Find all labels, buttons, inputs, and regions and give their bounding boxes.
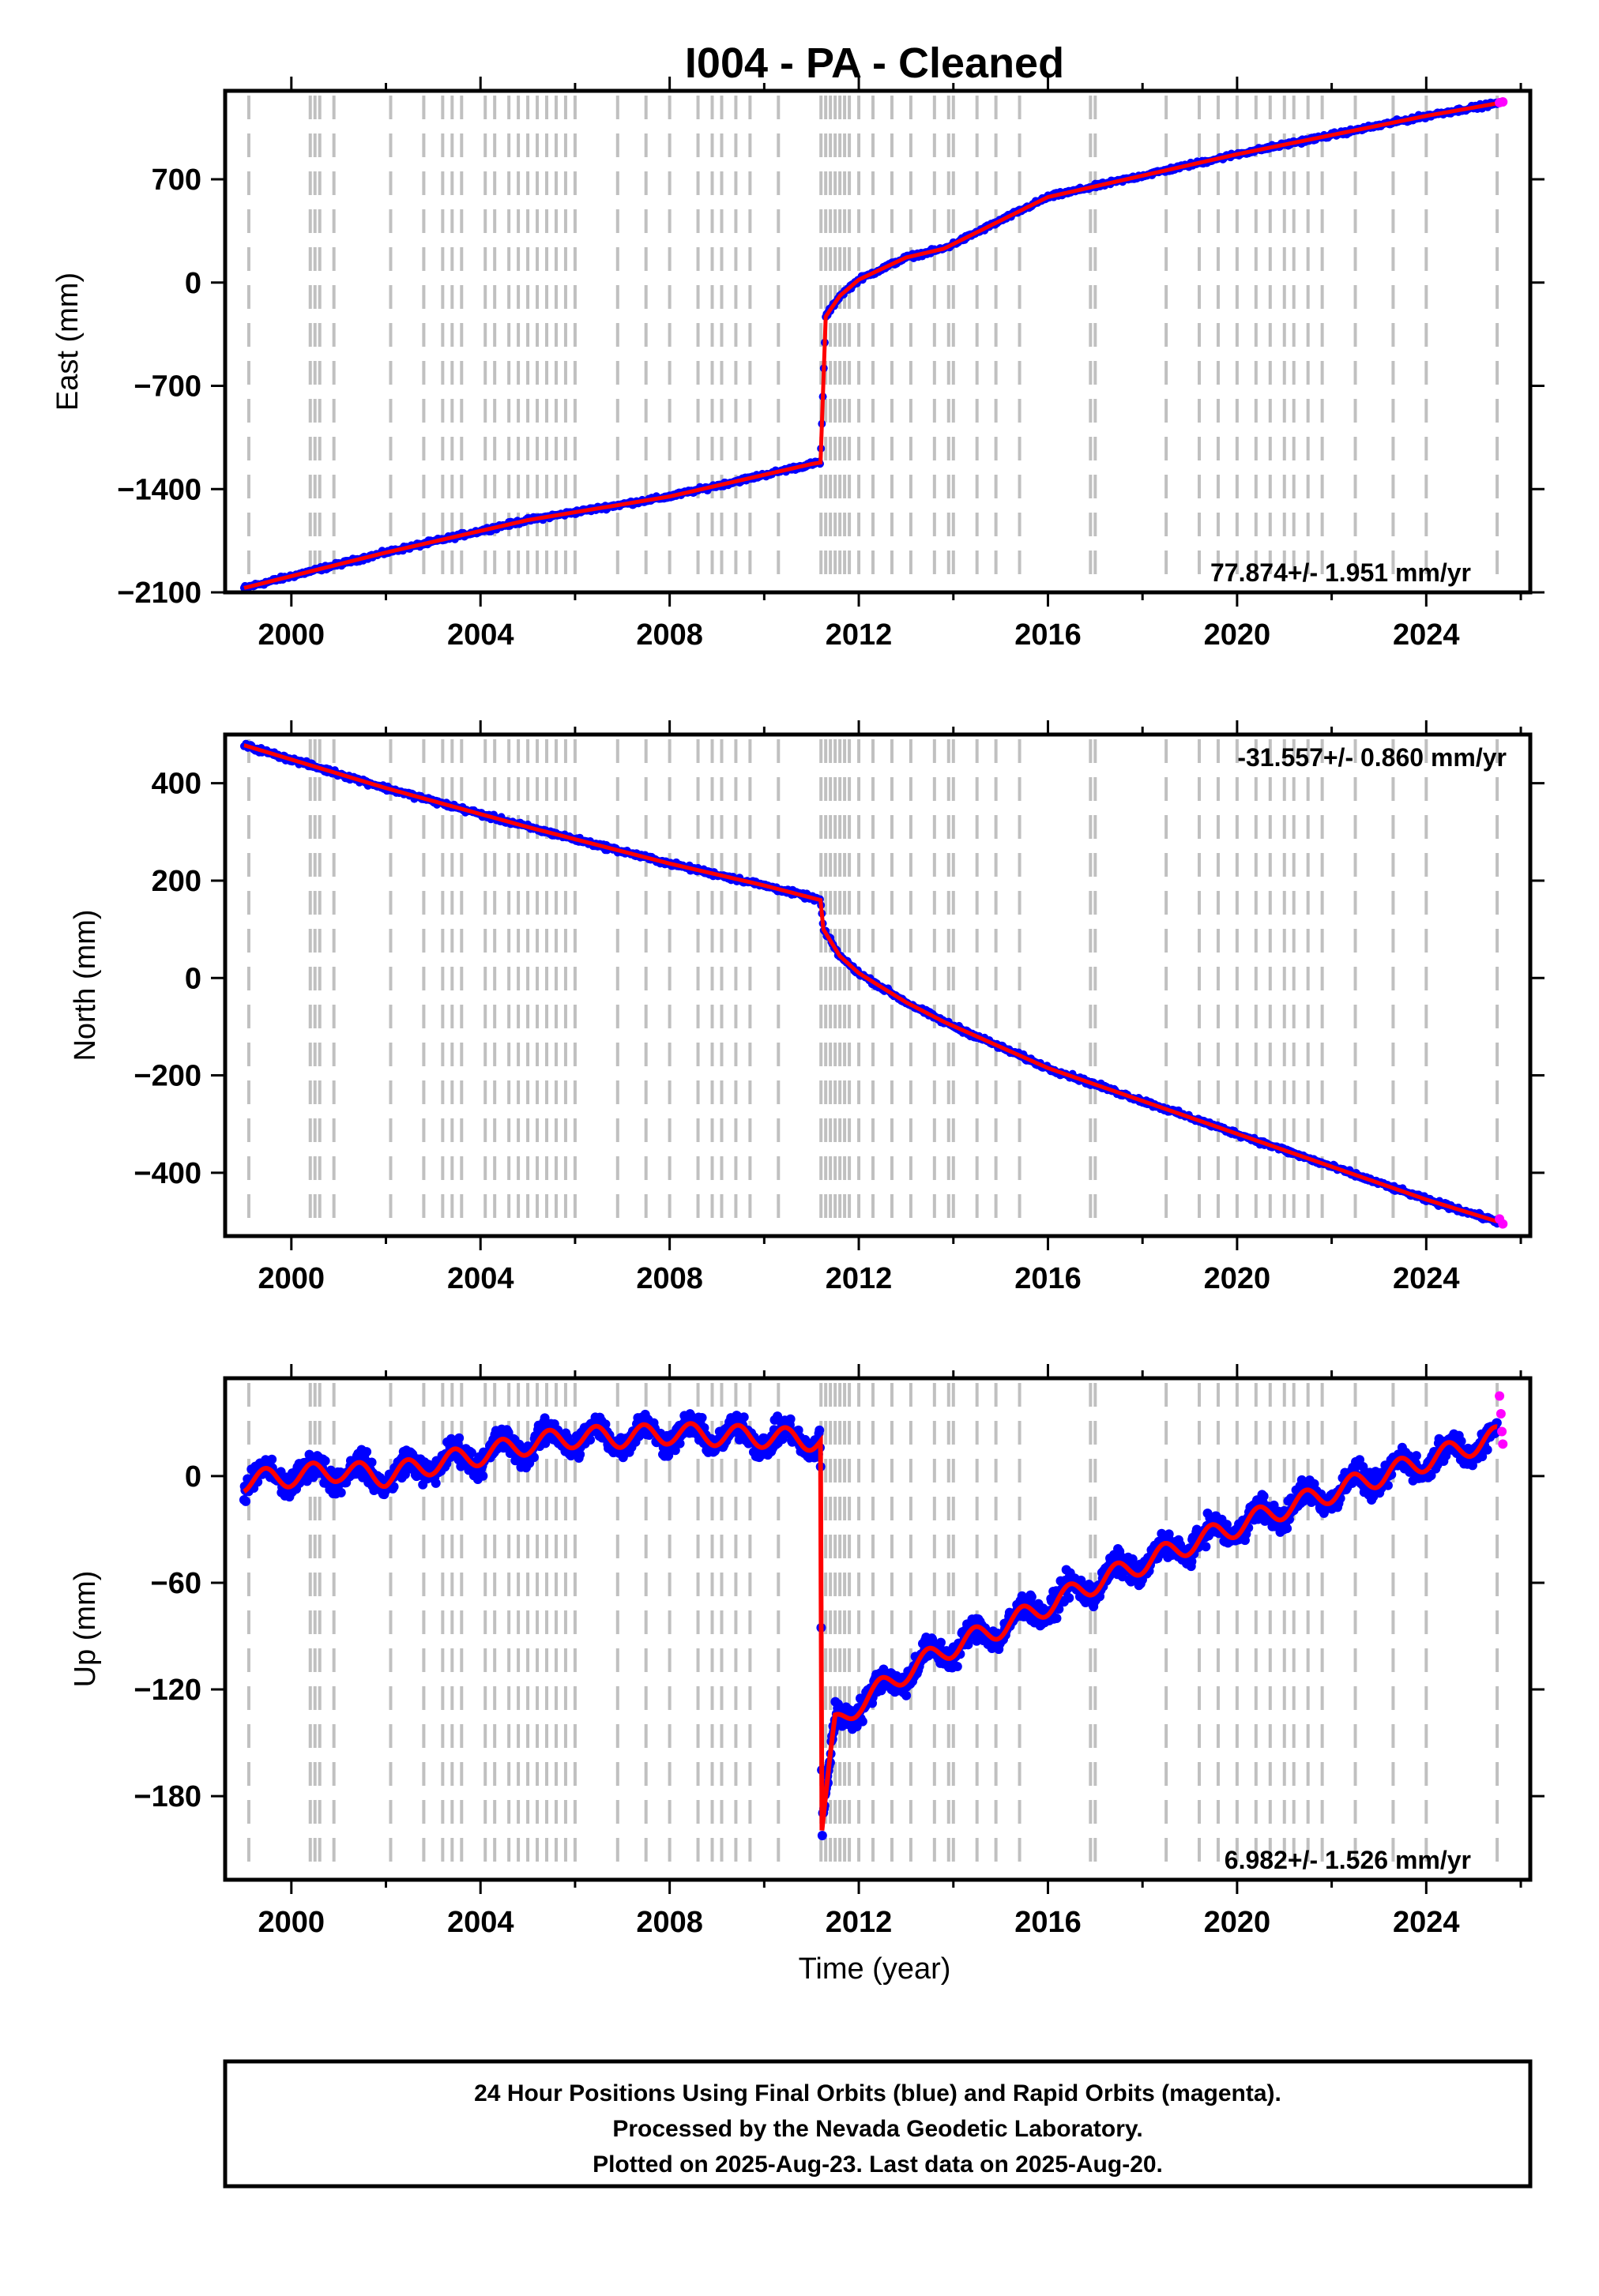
x-tick-label: 2020 [1204, 1262, 1271, 1295]
y-tick-label: −400 [134, 1157, 201, 1190]
x-tick-label: 2008 [636, 618, 703, 652]
y-tick-label: 700 [152, 163, 201, 197]
x-tick-label: 2004 [447, 1262, 514, 1295]
data-point [818, 1831, 827, 1840]
x-tick-label: 2000 [258, 618, 325, 652]
y-tick-label: −2100 [117, 577, 201, 610]
rate-label: -31.557+/- 0.860 mm/yr [1237, 743, 1507, 772]
data-point [698, 1413, 707, 1422]
data-point [267, 1455, 277, 1464]
plot-area [240, 740, 1507, 1229]
y-axis-title: East (mm) [51, 272, 85, 411]
y-tick-label: −700 [134, 370, 201, 404]
event-lines [249, 96, 1497, 588]
data-point [1259, 1491, 1269, 1501]
x-tick-label: 2004 [447, 618, 514, 652]
x-tick-label: 2024 [1393, 1262, 1460, 1295]
data-point [936, 1638, 946, 1648]
y-axis-title: North (mm) [69, 909, 102, 1061]
data-point [454, 1434, 464, 1443]
x-tick-label: 2016 [1014, 618, 1082, 652]
data-point [362, 1447, 371, 1456]
series-final-orbits [240, 99, 1501, 592]
y-tick-label: 200 [152, 865, 201, 898]
y-tick-label: −200 [134, 1060, 201, 1093]
x-tick-label: 2008 [636, 1262, 703, 1295]
data-point [786, 1415, 796, 1424]
y-tick-label: 0 [185, 962, 201, 995]
y-tick-label: −1400 [117, 473, 201, 506]
rapid-point [1498, 97, 1507, 107]
x-tick-label: 2020 [1204, 618, 1271, 652]
x-tick-label: 2000 [258, 1262, 325, 1295]
x-tick-label: 2012 [826, 1262, 893, 1295]
data-point [337, 1488, 346, 1497]
data-point [901, 1691, 911, 1700]
data-point [815, 1426, 824, 1435]
series-final-orbits [240, 740, 1501, 1228]
data-point [321, 1456, 330, 1466]
x-tick-label: 2012 [826, 618, 893, 652]
x-tick-label: 2024 [1393, 618, 1460, 652]
data-point [478, 1471, 487, 1481]
data-point [858, 1717, 867, 1727]
data-point [1201, 1542, 1210, 1551]
x-tick-label: 2016 [1014, 1262, 1082, 1295]
rate-label: 77.874+/- 1.951 mm/yr [1210, 558, 1471, 587]
data-point [1064, 1593, 1074, 1603]
data-point [241, 1497, 250, 1506]
figure-title: I004 - PA - Cleaned [685, 39, 1064, 87]
y-tick-label: 400 [152, 768, 201, 801]
y-tick-label: 0 [185, 267, 201, 300]
panel-1: 2000 2004 2008 2012 2016 2020 2024 700 0 −700 −140… [51, 77, 1544, 652]
plot-frame [225, 91, 1530, 592]
data-point [431, 1479, 441, 1488]
data-point [739, 1412, 749, 1422]
data-point [1052, 1614, 1061, 1623]
data-point [1282, 1524, 1292, 1533]
rapid-point [1498, 1219, 1507, 1229]
data-point [953, 1662, 962, 1671]
